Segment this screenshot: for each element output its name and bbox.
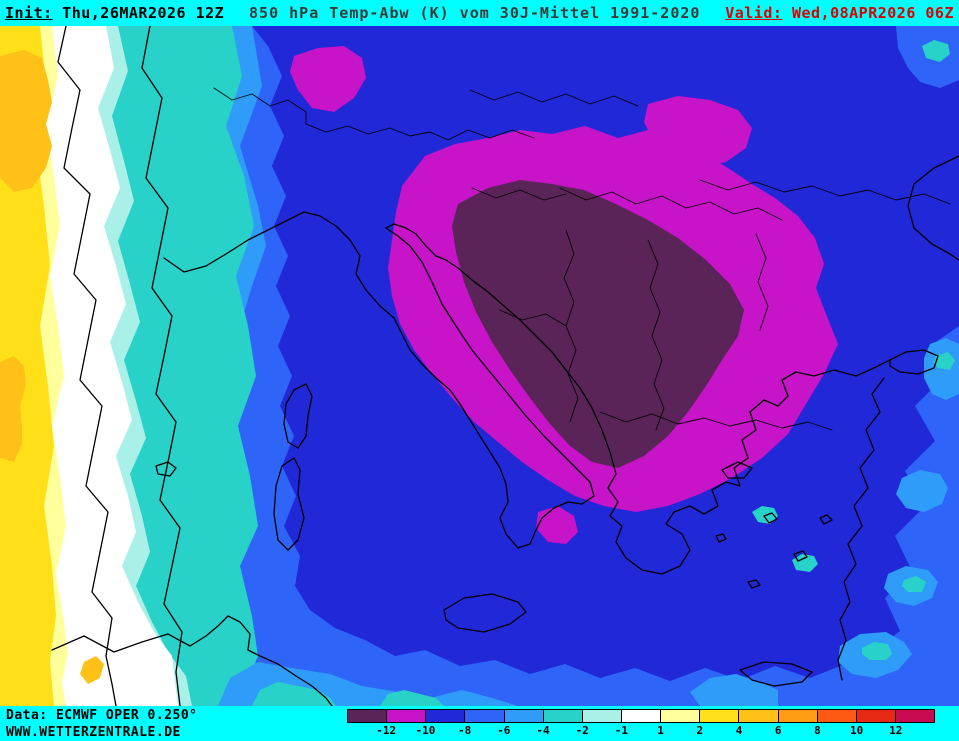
magenta-lobe-topright xyxy=(644,96,752,168)
header-bar: Init: Thu,26MAR2026 12Z 850 hPa Temp-Abw… xyxy=(0,0,959,26)
cyan-dot-bottomright xyxy=(862,642,892,660)
chart-title: 850 hPa Temp-Abw (K) vom 30J-Mittel 1991… xyxy=(249,4,701,22)
legend-cell xyxy=(504,710,544,722)
legend-cell xyxy=(426,710,466,722)
magenta-tongue-south xyxy=(536,506,578,544)
coast-north-africa xyxy=(51,615,333,706)
legend-label: 10 xyxy=(849,724,864,737)
footer-bar: Data: ECMWF OPER 0.250° WWW.WETTERZENTRA… xyxy=(0,706,959,741)
border-romania xyxy=(699,179,951,205)
island-corsica xyxy=(283,383,313,449)
island-sicily xyxy=(443,593,527,633)
legend-label: 4 xyxy=(735,724,743,737)
orange-patch-midleft xyxy=(0,356,26,462)
init-value: Thu,26MAR2026 12Z xyxy=(52,4,225,22)
coast-turkey-west xyxy=(837,377,885,681)
legend-bar xyxy=(347,709,935,723)
legend-cell xyxy=(465,710,505,722)
coast-italy xyxy=(303,211,595,549)
color-legend: -12 -10 -8 -6 -4 -2 -1 1 2 4 6 8 10 12 xyxy=(347,709,935,738)
legend-cell xyxy=(856,710,896,722)
cyan-dot-rightedge-1 xyxy=(934,352,955,370)
anomaly-field xyxy=(0,26,959,706)
cold-core-region xyxy=(452,180,744,468)
cyan-patch-bottom-1 xyxy=(252,682,336,706)
valid-value: Wed,08APR2026 06Z xyxy=(782,4,954,22)
cyan-patch-bottom-2 xyxy=(380,690,444,706)
valid-label: Valid: xyxy=(725,4,783,22)
legend-label: -4 xyxy=(536,724,550,737)
coast-atlantic xyxy=(57,26,117,706)
yellow-band xyxy=(0,26,56,706)
orange-dot-bottomleft xyxy=(80,656,104,684)
border-france-alps xyxy=(213,87,307,125)
legend-cell xyxy=(817,710,857,722)
border-croatia-hungary xyxy=(471,187,567,201)
legend-cell xyxy=(543,710,583,722)
legend-label: -8 xyxy=(457,724,472,737)
coast-gulf-of-lion xyxy=(163,211,305,273)
legend-label: 8 xyxy=(814,724,821,737)
coast-balkan-greece xyxy=(415,233,891,575)
border-danube xyxy=(559,187,783,221)
skyblue-patch-bottomright-1 xyxy=(690,674,778,706)
website-text: WWW.WETTERZENTRALE.DE xyxy=(6,725,181,740)
valid-time: Valid: Wed,08APR2026 06Z xyxy=(725,4,954,22)
border-bosnia xyxy=(499,309,567,327)
legend-cell xyxy=(387,710,427,722)
border-central-europe xyxy=(469,89,639,107)
border-greece-north xyxy=(599,411,833,431)
legend-label: -2 xyxy=(575,724,589,737)
legend-labels: -12 -10 -8 -6 -4 -2 -1 1 2 4 6 8 10 12 xyxy=(347,723,935,738)
cyan-dot-rightedge-2 xyxy=(902,576,926,592)
island-mallorca xyxy=(155,461,177,477)
data-source-text: Data: ECMWF OPER 0.250° xyxy=(6,708,198,723)
legend-label: 6 xyxy=(774,724,782,737)
coast-marmara xyxy=(889,349,939,375)
cyan-dot-topright xyxy=(922,40,950,62)
legend-cell xyxy=(895,710,935,722)
legend-cell xyxy=(348,710,388,722)
init-time: Init: Thu,26MAR2026 12Z xyxy=(5,4,224,22)
legend-cell xyxy=(621,710,662,722)
island-crete xyxy=(739,661,813,687)
init-label: Init: xyxy=(5,4,53,22)
weather-map xyxy=(0,26,959,706)
legend-label: 12 xyxy=(889,724,903,737)
legend-cell xyxy=(739,710,779,722)
skyblue-patch-rightedge-2 xyxy=(896,470,948,512)
island-sardinia xyxy=(273,457,305,551)
border-alps xyxy=(305,123,535,141)
coastlines xyxy=(51,26,959,706)
legend-label: 1 xyxy=(657,724,664,737)
legend-cell xyxy=(700,710,740,722)
country-borders xyxy=(213,87,951,431)
legend-cell xyxy=(661,710,701,722)
legend-label: -10 xyxy=(415,724,436,737)
border-serbia-bulgaria xyxy=(755,233,769,331)
magenta-blob-topcentre xyxy=(290,46,366,112)
coast-black-sea xyxy=(907,155,959,261)
coast-iberia-east xyxy=(141,26,183,706)
island-evia xyxy=(721,461,753,479)
legend-cell xyxy=(582,710,622,722)
orange-patch-topleft xyxy=(0,50,52,192)
legend-cell xyxy=(778,710,818,722)
legend-label: 2 xyxy=(696,724,704,737)
legend-label: -6 xyxy=(497,724,511,737)
cyan-dot-aegean-2 xyxy=(792,554,818,572)
border-balkan-vertical-2 xyxy=(647,239,665,431)
aegean-islands xyxy=(715,512,833,589)
legend-label: -1 xyxy=(614,724,629,737)
legend-label: -12 xyxy=(376,724,397,737)
